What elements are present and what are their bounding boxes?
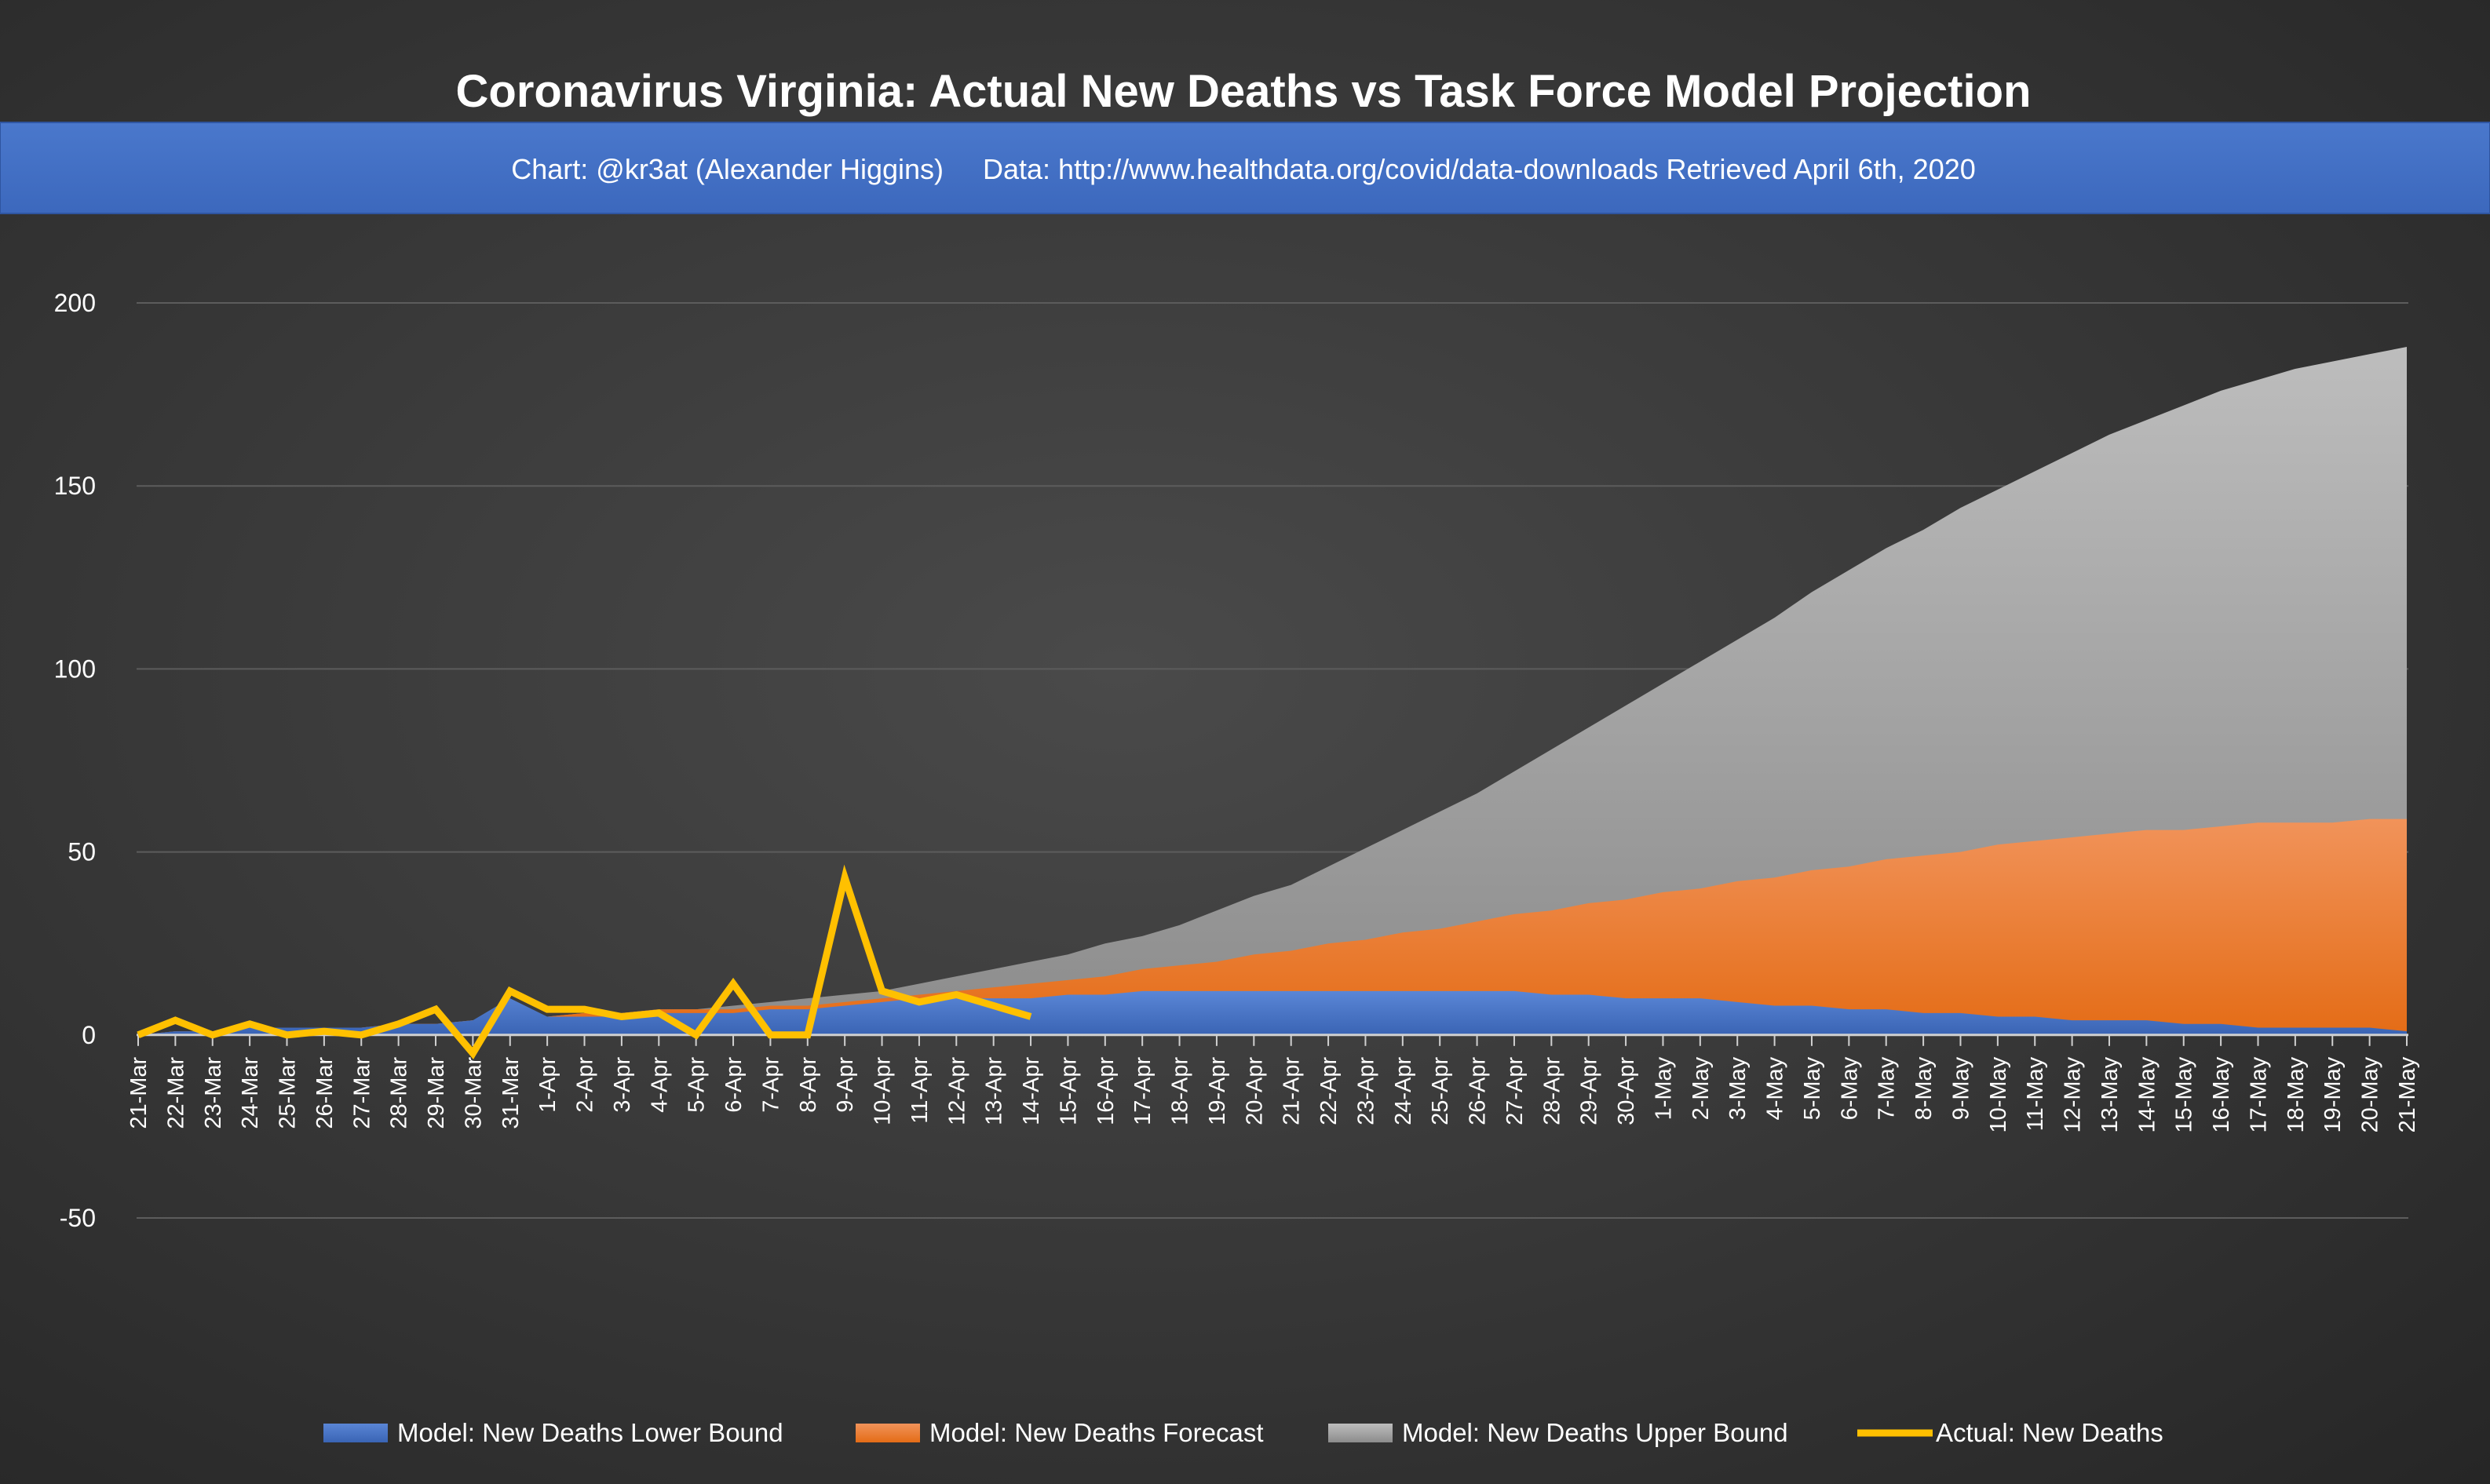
x-tick-label: 8-Apr [796,1056,821,1112]
legend: Model: New Deaths Lower Bound Model: New … [323,1418,2163,1447]
x-tick-label: 17-Apr [1130,1056,1156,1125]
x-tick-label: 9-Apr [833,1056,858,1112]
x-tick-label: 13-May [2098,1056,2123,1132]
x-tick-label: 23-Apr [1353,1056,1378,1125]
x-tick-label: 5-Apr [685,1056,710,1112]
legend-item-actual: Actual: New Deaths [1857,1418,2163,1447]
x-tick-label: 10-Apr [871,1056,896,1125]
plot-areas [138,346,2407,1035]
x-tick-label: 11-May [2023,1056,2048,1131]
legend-label: Actual: New Deaths [1936,1418,2163,1447]
x-tick-label: 10-May [1986,1056,2011,1132]
x-tick-label: 6-Apr [721,1056,747,1112]
x-tick-label: 24-Mar [238,1056,263,1128]
x-tick-label: 1-May [1651,1056,1676,1120]
legend-label: Model: New Deaths Lower Bound [397,1418,783,1447]
legend-swatch [323,1424,388,1442]
x-tick-label: 28-Mar [387,1056,412,1128]
y-tick-label: 50 [68,838,96,866]
x-tick-label: 21-May [2395,1056,2420,1132]
x-tick-label: 19-Apr [1205,1056,1230,1125]
x-tick-label: 23-Mar [201,1056,226,1128]
y-tick-label: 200 [54,289,96,317]
x-tick-label: 3-May [1725,1056,1751,1120]
x-tick-label: 7-May [1875,1056,1900,1120]
x-axis-tick-labels: 21-Mar 22-Mar 23-Mar 24-Mar 25-Mar 26-Mar 27-M… [126,1056,2420,1132]
chart-title: Coronavirus Virginia: Actual New Deaths … [456,66,2032,117]
y-tick-label: 150 [54,472,96,500]
x-tick-label: 16-May [2209,1056,2234,1132]
x-tick-label: 2-Apr [573,1056,598,1112]
x-tick-label: 9-May [1948,1056,1973,1120]
legend-label: Model: New Deaths Upper Bound [1402,1418,1788,1447]
x-tick-label: 18-May [2284,1056,2309,1132]
plot-lines [137,864,1032,1059]
y-tick-label: 100 [54,654,96,683]
x-tick-label: 18-Apr [1168,1056,1193,1125]
x-tick-label: 22-Apr [1316,1056,1342,1125]
x-tick-label: 22-Mar [163,1056,188,1128]
x-tick-label: 20-Apr [1242,1056,1267,1125]
x-tick-label: 24-Apr [1391,1056,1416,1125]
legend-item-upper-bound: Model: New Deaths Upper Bound [1328,1418,1788,1447]
x-tick-label: 14-Apr [1019,1056,1044,1125]
x-tick-label: 6-May [1837,1056,1862,1120]
y-tick-label: -50 [60,1204,96,1232]
legend-item-forecast: Model: New Deaths Forecast [856,1418,1264,1447]
x-tick-label: 26-Mar [312,1056,338,1128]
x-tick-label: 14-May [2134,1056,2160,1132]
x-tick-label: 25-Apr [1428,1056,1453,1125]
x-tick-label: 11-Apr [907,1056,933,1123]
x-tick-label: 4-May [1763,1056,1788,1120]
series-forecast-area [138,819,2407,1035]
x-tick-label: 8-May [1911,1056,1937,1120]
x-tick-label: 31-Mar [498,1056,524,1128]
x-tick-label: 15-Apr [1056,1056,1081,1125]
x-tick-label: 16-Apr [1093,1056,1119,1125]
series-upper-bound-area [138,346,2407,1035]
x-tick-label: 26-Apr [1466,1056,1491,1125]
y-tick-label: 0 [82,1021,96,1049]
legend-swatch [1328,1424,1393,1442]
x-tick-label: 4-Apr [647,1056,672,1112]
x-tick-label: 12-Apr [944,1056,969,1125]
x-tick-label: 17-May [2246,1056,2271,1132]
x-tick-label: 13-Apr [982,1056,1007,1125]
x-tick-label: 28-Apr [1539,1056,1564,1125]
legend-label: Model: New Deaths Forecast [929,1418,1264,1447]
x-tick-label: 12-May [2061,1056,2086,1132]
x-tick-label: 29-Apr [1577,1056,1602,1125]
x-tick-label: 30-Mar [461,1056,486,1128]
legend-swatch [856,1424,920,1442]
x-tick-label: 30-Apr [1614,1056,1639,1125]
x-tick-label: 5-May [1800,1056,1825,1120]
x-tick-label: 15-May [2172,1056,2197,1132]
x-tick-label: 1-Apr [535,1056,560,1112]
x-tick-label: 27-Mar [349,1056,374,1128]
x-tick-label: 19-May [2320,1056,2346,1132]
legend-item-lower-bound: Model: New Deaths Lower Bound [323,1418,783,1447]
subtitle-band [0,122,2490,214]
x-tick-label: 27-Apr [1502,1056,1528,1125]
series-actual-line [137,864,1032,1059]
x-tick-label: 21-Mar [126,1056,152,1128]
chart-subtitle: Chart: @kr3at (Alexander Higgins) Data: … [511,153,1976,185]
x-tick-label: 29-Mar [424,1056,449,1128]
x-tick-label: 3-Apr [610,1056,635,1112]
x-tick-label: 2-May [1689,1056,1714,1120]
x-tick-label: 25-Mar [276,1056,301,1128]
x-tick-label: 7-Apr [758,1056,783,1112]
y-axis-tick-labels: 200 150 100 50 0 -50 [54,289,96,1232]
x-tick-label: 21-Apr [1280,1056,1305,1125]
x-tick-label: 20-May [2358,1056,2383,1132]
